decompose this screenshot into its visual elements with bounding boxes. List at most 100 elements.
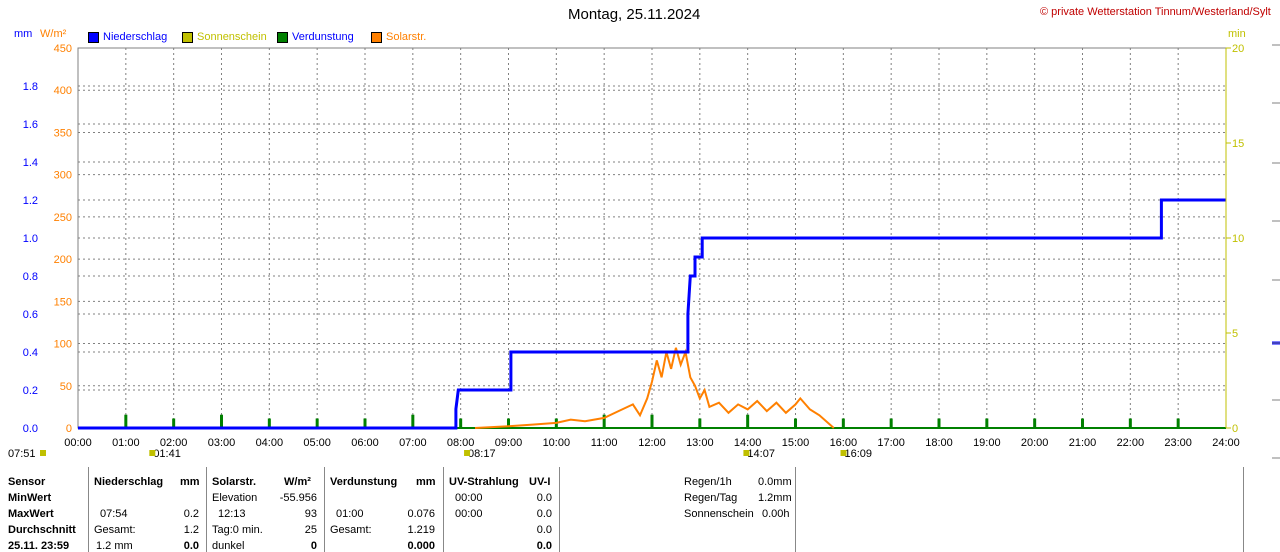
stats-cell: 1.2 xyxy=(183,524,199,536)
y-tick-label-wm2: 100 xyxy=(54,339,72,351)
stats-cell: 01:00 xyxy=(336,508,364,520)
x-tick-label: 24:00 xyxy=(1212,437,1240,449)
table-separator xyxy=(443,467,444,552)
x-tick-label: 06:00 xyxy=(351,437,379,449)
y-tick-label-wm2: 350 xyxy=(54,127,72,139)
y-tick-label-wm2: 450 xyxy=(54,43,72,55)
chart-axes: 00:00 01:00 02:00 03:00 04:00 05:00 06:00 07:00… xyxy=(8,43,1280,460)
legend-label: Solarstr. xyxy=(386,31,427,43)
x-tick-label: 02:00 xyxy=(160,437,188,449)
y-tick-label-min: 15 xyxy=(1232,138,1244,150)
legend-niederschlag: Niederschlag xyxy=(88,31,167,43)
legend-swatch xyxy=(182,31,193,43)
unit-mm: mm xyxy=(14,28,33,40)
page-title: Montag, 25.11.2024 xyxy=(568,6,701,23)
time-annotation: 16:09 xyxy=(845,448,873,460)
solar-line xyxy=(474,347,835,429)
y-tick-label-mm: 1.4 xyxy=(23,157,38,169)
y-tick-label-wm2: 250 xyxy=(54,212,72,224)
evap-bar xyxy=(315,418,319,428)
x-tick-label: 15:00 xyxy=(782,437,810,449)
y-tick-label-wm2: 0 xyxy=(66,423,72,435)
stats-cell: -55.956 xyxy=(279,492,317,504)
evaporation-series xyxy=(78,414,1226,429)
legend-solarstr: Solarstr. xyxy=(371,31,426,43)
x-tick-label: 00:00 xyxy=(64,437,92,449)
evap-bar xyxy=(124,414,128,428)
y-tick-label-min: 0 xyxy=(1232,423,1238,435)
stats-extra-label: Sonnenschein xyxy=(684,508,754,520)
stats-cell: 0.076 xyxy=(407,508,435,520)
y-tick-label-mm: 1.6 xyxy=(23,119,38,131)
stats-cell: Gesamt: xyxy=(94,524,136,536)
stats-solar-header: Solarstr. xyxy=(212,476,257,488)
x-tick-label: 22:00 xyxy=(1117,437,1145,449)
unit-wm2: W/m² xyxy=(40,28,67,40)
evap-bar xyxy=(889,418,893,428)
x-tick-label: 12:00 xyxy=(638,437,666,449)
legend-sonnenschein: Sonnenschein xyxy=(182,31,267,43)
stats-cell: 00:00 xyxy=(455,492,483,504)
stats-precip-header: Niederschlag xyxy=(94,476,164,488)
weather-chart: 00:00 01:00 02:00 03:00 04:00 05:00 06:00 07:00… xyxy=(8,43,1280,460)
evap-bar xyxy=(794,418,797,428)
stats-cell: 0.0 xyxy=(536,524,552,536)
x-tick-label: 19:00 xyxy=(973,437,1001,449)
evap-bar xyxy=(985,418,989,428)
stats-uv-unit: UV-I xyxy=(529,476,551,488)
time-annotation: 14:07 xyxy=(747,448,775,460)
stats-cell: 0.0 xyxy=(536,492,552,504)
x-tick-label: 20:00 xyxy=(1021,437,1049,449)
y-tick-label-mm: 0.4 xyxy=(23,347,38,359)
stats-cell: 25 xyxy=(304,524,317,536)
time-annotation: 08:17 xyxy=(468,448,496,460)
stats-row-label: MaxWert xyxy=(8,508,54,520)
x-tick-label: 21:00 xyxy=(1069,437,1097,449)
solar-series xyxy=(474,347,835,429)
x-tick-label: 23:00 xyxy=(1164,437,1192,449)
y-tick-label-min: 10 xyxy=(1232,233,1244,245)
stats-cell: Elevation xyxy=(212,492,258,504)
x-tick-label: 16:00 xyxy=(830,437,858,449)
legend-label: Verdunstung xyxy=(292,31,354,43)
y-tick-label-mm: 1.8 xyxy=(23,81,38,93)
y-tick-label-mm: 0.2 xyxy=(23,385,38,397)
y-tick-label-mm: 0.0 xyxy=(23,423,38,435)
legend-swatch xyxy=(371,31,382,43)
legend-swatch xyxy=(88,31,99,43)
unit-min: min xyxy=(1228,28,1246,40)
stats-evap-unit: mm xyxy=(416,476,436,488)
evap-bar xyxy=(1033,418,1037,428)
stats-solar-unit: W/m² xyxy=(284,476,311,488)
stats-extra-label: Regen/1h xyxy=(684,476,732,488)
table-separator xyxy=(206,467,207,552)
evap-bar xyxy=(1081,418,1084,428)
evap-bar xyxy=(746,414,750,428)
sun-marker xyxy=(743,450,750,456)
stats-evap-header: Verdunstung xyxy=(330,476,398,488)
x-tick-label: 17:00 xyxy=(877,437,905,449)
stats-cell: dunkel xyxy=(212,540,245,552)
stats-precip-unit: mm xyxy=(180,476,200,488)
evap-bar xyxy=(841,418,845,428)
chart-grid xyxy=(77,47,1227,429)
stats-cell: 0.000 xyxy=(407,540,435,552)
evap-bar xyxy=(411,414,415,428)
stats-cell: 1.219 xyxy=(407,524,435,536)
evap-bar xyxy=(363,418,367,428)
x-tick-label: 03:00 xyxy=(208,437,236,449)
y-tick-label-wm2: 200 xyxy=(54,254,72,266)
stats-row-label: MinWert xyxy=(8,492,52,504)
legend-swatch xyxy=(277,31,288,43)
evap-bar xyxy=(220,414,223,428)
x-tick-label: 04:00 xyxy=(256,437,284,449)
stats-cell: 07:54 xyxy=(100,508,128,520)
sun-marker xyxy=(149,450,156,456)
stats-row-label: Durchschnitt xyxy=(8,524,76,536)
y-tick-label-mm: 0.8 xyxy=(23,271,38,283)
stats-cell: 0.0 xyxy=(536,540,552,552)
y-tick-label-wm2: 400 xyxy=(54,85,72,97)
stats-cell: 0.0 xyxy=(183,540,199,552)
x-tick-label: 11:00 xyxy=(591,437,618,449)
evap-bar xyxy=(507,418,510,428)
